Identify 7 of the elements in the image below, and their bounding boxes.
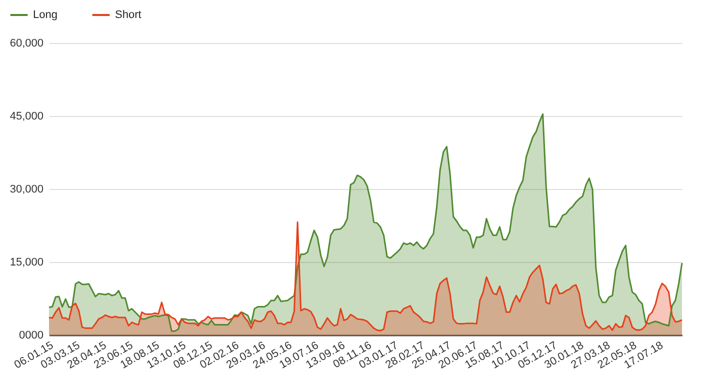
legend-label: Long — [33, 9, 58, 21]
legend-label: Short — [115, 9, 142, 21]
y-tick-label: 60,000 — [10, 38, 44, 50]
y-tick-label: 15,000 — [10, 256, 44, 268]
y-tick-label: 0000 — [19, 330, 44, 342]
y-tick-label: 30,000 — [10, 184, 44, 196]
y-tick-label: 45,000 — [10, 110, 44, 122]
